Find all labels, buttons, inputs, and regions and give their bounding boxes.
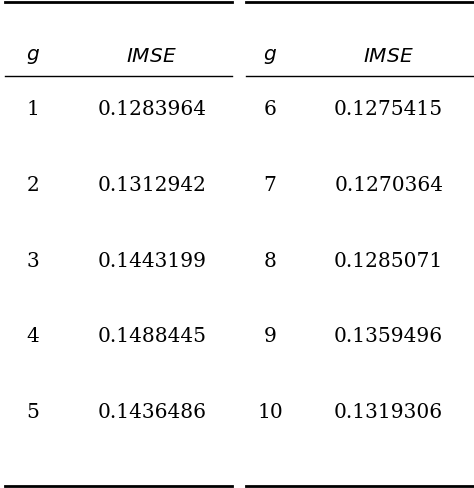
Text: $IMSE$: $IMSE$: [126, 47, 177, 65]
Text: 0.1359496: 0.1359496: [334, 327, 443, 346]
Text: 0.1488445: 0.1488445: [97, 327, 206, 346]
Text: $IMSE$: $IMSE$: [363, 47, 414, 65]
Text: 2: 2: [27, 176, 39, 195]
Text: 5: 5: [27, 403, 40, 422]
Text: 0.1275415: 0.1275415: [334, 101, 443, 119]
Text: 4: 4: [27, 327, 39, 346]
Text: $g$: $g$: [26, 47, 40, 65]
Text: 1: 1: [27, 101, 40, 119]
Text: 6: 6: [264, 101, 277, 119]
Text: 3: 3: [27, 252, 39, 270]
Text: 0.1443199: 0.1443199: [97, 252, 206, 270]
Text: 0.1319306: 0.1319306: [334, 403, 443, 422]
Text: 0.1312942: 0.1312942: [97, 176, 206, 195]
Text: 0.1436486: 0.1436486: [97, 403, 206, 422]
Text: $g$: $g$: [263, 47, 277, 65]
Text: 0.1270364: 0.1270364: [334, 176, 443, 195]
Text: 0.1283964: 0.1283964: [97, 101, 206, 119]
Text: 0.1285071: 0.1285071: [334, 252, 443, 270]
Text: 7: 7: [264, 176, 277, 195]
Text: 9: 9: [264, 327, 277, 346]
Text: 8: 8: [264, 252, 277, 270]
Text: 10: 10: [257, 403, 283, 422]
